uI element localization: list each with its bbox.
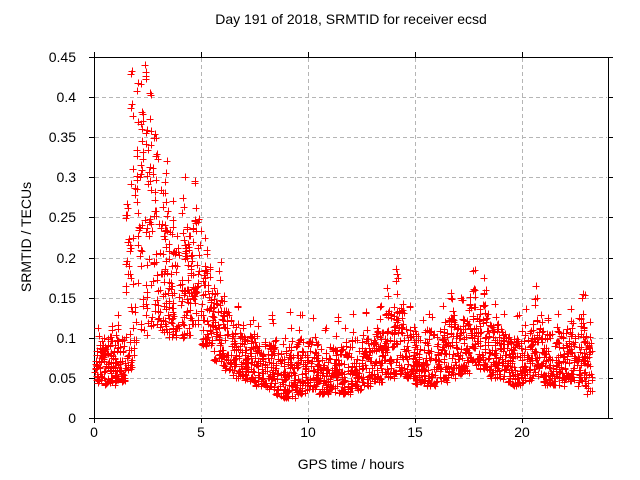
y-tick-label: 0.3	[56, 169, 76, 185]
y-tick-label: 0.4	[56, 89, 76, 105]
y-tick-label: 0.25	[48, 209, 76, 225]
x-tick-label: 10	[300, 424, 316, 440]
x-tick-label: 0	[90, 424, 98, 440]
y-tick-label: 0.2	[56, 250, 76, 266]
axis-ticks	[89, 52, 613, 423]
x-tick-label: 20	[514, 424, 530, 440]
y-tick-label: 0.15	[48, 290, 76, 306]
x-tick-label: 15	[407, 424, 423, 440]
x-axis-label: GPS time / hours	[297, 456, 405, 472]
y-tick-label: 0.35	[48, 129, 76, 145]
chart-title: Day 191 of 2018, SRMTID for receiver ecs…	[215, 11, 487, 27]
y-tick-label: 0.1	[56, 330, 76, 346]
y-tick-label: 0	[68, 410, 76, 426]
plot-border	[94, 57, 609, 419]
data-points	[91, 61, 596, 402]
y-tick-label: 0.45	[48, 49, 76, 65]
y-tick-label: 0.05	[48, 370, 76, 386]
x-tick-label: 5	[197, 424, 205, 440]
